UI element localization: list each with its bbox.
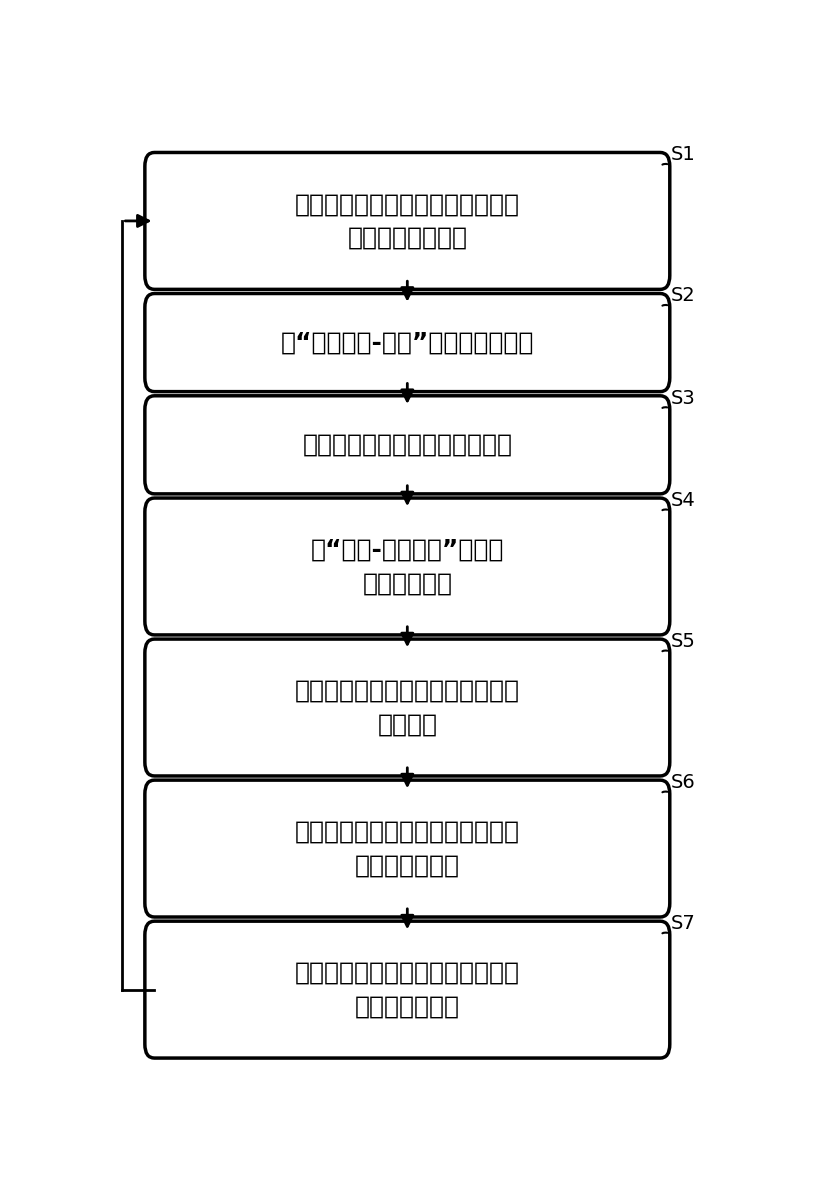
FancyBboxPatch shape	[145, 639, 670, 776]
Text: S3: S3	[671, 389, 695, 407]
Text: S7: S7	[671, 915, 695, 934]
FancyBboxPatch shape	[145, 922, 670, 1058]
FancyBboxPatch shape	[145, 395, 670, 494]
Text: 气液动力学端电压电池模型估算电
池端电压: 气液动力学端电压电池模型估算电 池端电压	[295, 678, 520, 737]
Text: S6: S6	[671, 773, 695, 792]
Text: 微步长按时积分法得到第二容量: 微步长按时积分法得到第二容量	[302, 433, 512, 457]
FancyBboxPatch shape	[145, 153, 670, 289]
FancyBboxPatch shape	[145, 498, 670, 635]
Text: 查“容量-开路电压”表得到
第二开路电压: 查“容量-开路电压”表得到 第二开路电压	[311, 537, 504, 596]
FancyBboxPatch shape	[145, 780, 670, 917]
Text: 计算模型的扩展卡尔曼滤波系数矩
阵和协方差矩阵: 计算模型的扩展卡尔曼滤波系数矩 阵和协方差矩阵	[295, 820, 520, 878]
Text: S5: S5	[671, 632, 696, 651]
Text: S4: S4	[671, 491, 695, 510]
Text: S2: S2	[671, 287, 695, 306]
FancyBboxPatch shape	[145, 294, 670, 392]
Text: S1: S1	[671, 146, 695, 165]
Text: 查“开路电压-容量”表得到第一容量: 查“开路电压-容量”表得到第一容量	[281, 331, 534, 355]
Text: 气液动力学开路电压电池模型估算
电池第一开路电压: 气液动力学开路电压电池模型估算 电池第一开路电压	[295, 192, 520, 250]
Text: 更新模型的扩展卡尔曼滤波系数矩
阵和协方差矩阵: 更新模型的扩展卡尔曼滤波系数矩 阵和协方差矩阵	[295, 961, 520, 1018]
